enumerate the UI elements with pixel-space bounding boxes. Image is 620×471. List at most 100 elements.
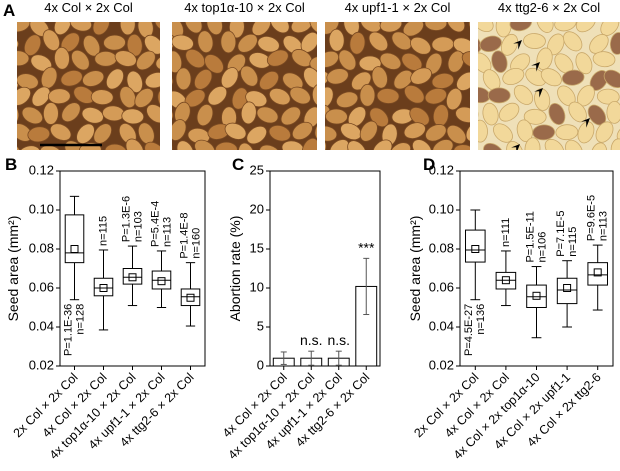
- seed: [325, 108, 348, 125]
- seed: [368, 31, 389, 52]
- seed: [311, 83, 317, 107]
- arrowhead: [581, 118, 590, 128]
- annotation: P=1.1E-36: [62, 304, 74, 356]
- seed: [146, 104, 160, 124]
- seed: [309, 56, 317, 72]
- annotation: P=7.1E-5: [555, 211, 567, 257]
- seed: [197, 30, 214, 54]
- seed: [447, 50, 465, 73]
- seed: [349, 31, 366, 55]
- seed: [455, 106, 470, 123]
- seed: [424, 22, 448, 31]
- seed: [379, 22, 403, 33]
- seed: [575, 52, 593, 75]
- seed: [27, 126, 51, 143]
- seed: [314, 119, 317, 142]
- seed: [329, 139, 350, 150]
- seed: [491, 50, 508, 73]
- box: [587, 262, 608, 286]
- seed: [482, 102, 499, 126]
- seed: [371, 66, 388, 89]
- seed: [513, 84, 534, 105]
- y-tick-label: 5: [257, 318, 264, 333]
- seed: [0, 0, 2, 20]
- seed: [176, 140, 195, 150]
- seed: [453, 144, 470, 150]
- seed: [172, 70, 174, 88]
- seed: [126, 33, 143, 57]
- seed: [17, 36, 19, 53]
- seed: [121, 108, 145, 125]
- seed: [53, 22, 72, 36]
- seed: [240, 101, 257, 125]
- y-axis-title: Abortion rate (%): [227, 216, 243, 322]
- y-tick-label: 10: [250, 279, 264, 294]
- seed: [424, 87, 448, 105]
- seed: [389, 142, 412, 150]
- seed: [78, 142, 102, 150]
- seed: [0, 126, 13, 145]
- seed: [125, 138, 144, 150]
- seed: [479, 35, 502, 53]
- box: [556, 277, 578, 305]
- seed: [206, 22, 223, 36]
- seed: [495, 22, 512, 38]
- seed: [280, 106, 301, 126]
- seed: [119, 22, 136, 36]
- seed: [268, 87, 291, 106]
- y-tick-label: 0.08: [29, 240, 54, 255]
- mean: [128, 273, 137, 282]
- seed: [17, 50, 30, 67]
- annotation: P=1.5E-11: [524, 211, 536, 262]
- mean: [471, 245, 480, 253]
- seed: [76, 123, 95, 144]
- seed: [60, 70, 83, 87]
- seed: [47, 88, 71, 105]
- seed: [266, 49, 289, 67]
- seed: [431, 72, 455, 90]
- photo-title: 4x upf1-1 × 2x Col: [345, 0, 451, 15]
- seed: [153, 0, 178, 18]
- panel-label: C: [232, 155, 244, 174]
- seed: [246, 125, 268, 145]
- panel-label: D: [423, 155, 435, 174]
- seed: [119, 86, 137, 109]
- y-axis-title: Seed area (mm²): [407, 216, 423, 322]
- seed: [347, 140, 367, 150]
- panel-label: A: [3, 1, 15, 20]
- annotation: n.s.: [300, 332, 323, 348]
- annotation: n=106: [536, 232, 548, 263]
- seed: [372, 139, 393, 150]
- seed: [446, 22, 466, 33]
- seed: [478, 33, 482, 54]
- seed: [335, 91, 359, 109]
- seed: [534, 88, 551, 111]
- seed: [155, 54, 160, 71]
- seed: [81, 107, 104, 124]
- seed: [269, 22, 290, 34]
- y-tick-label: 0.02: [29, 357, 54, 372]
- y-tick-label: 0.02: [429, 357, 454, 372]
- y-tick-label: 0.10: [429, 201, 454, 216]
- y-tick-label: 15: [250, 240, 264, 255]
- seed: [523, 108, 547, 125]
- y-tick-label: 0.12: [429, 162, 454, 177]
- seed: [338, 49, 357, 71]
- seed: [391, 31, 412, 51]
- y-tick-label: 0: [257, 357, 264, 372]
- seed: [325, 86, 334, 109]
- y-tick-label: 0.12: [29, 162, 54, 177]
- seed: [307, 0, 333, 21]
- seed: [563, 31, 583, 52]
- seed: [359, 120, 378, 142]
- seed: [606, 100, 620, 124]
- seed: [498, 102, 520, 122]
- annotation: n=111: [500, 218, 512, 247]
- seed: [609, 32, 620, 55]
- seed: [446, 124, 467, 145]
- seed: [461, 0, 487, 17]
- seed: [105, 68, 124, 90]
- seed: [43, 102, 59, 125]
- seed: [432, 139, 454, 150]
- seed: [257, 36, 280, 53]
